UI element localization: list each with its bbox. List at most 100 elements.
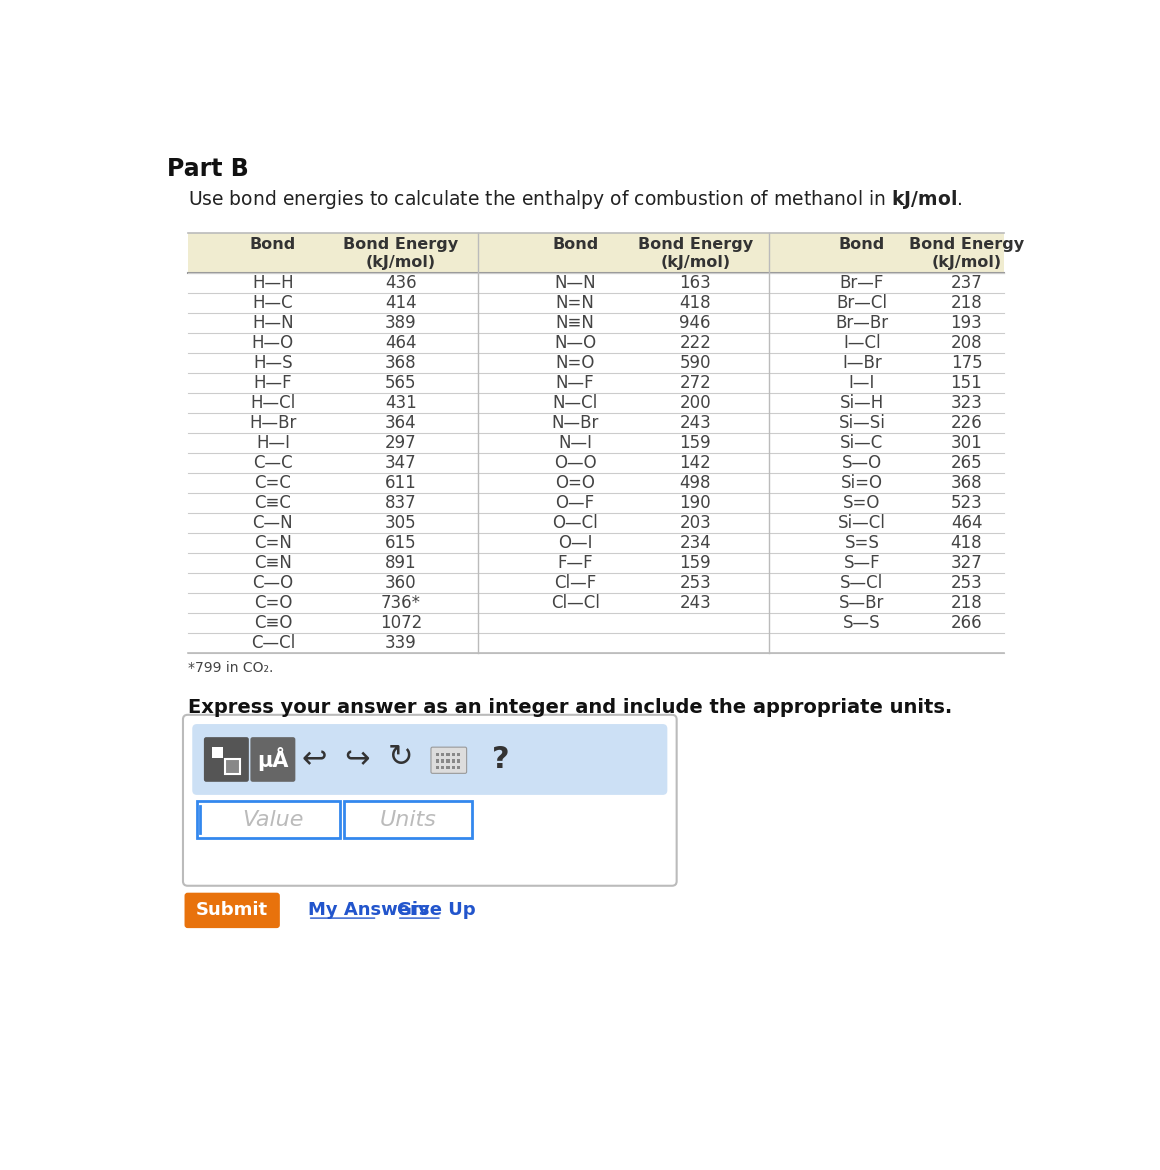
Text: S=S: S=S xyxy=(844,535,879,552)
Text: S—Cl: S—Cl xyxy=(840,574,884,592)
Text: I—Cl: I—Cl xyxy=(843,333,880,352)
Text: My Answers: My Answers xyxy=(307,901,429,920)
Text: C=N: C=N xyxy=(254,535,292,552)
Text: S—O: S—O xyxy=(842,454,882,472)
Text: 266: 266 xyxy=(951,614,983,632)
Text: O—F: O—F xyxy=(556,494,595,512)
Text: Br—Br: Br—Br xyxy=(835,314,889,332)
FancyBboxPatch shape xyxy=(188,312,1003,333)
Text: 200: 200 xyxy=(680,394,711,412)
Text: Bond Energy
(kJ/mol): Bond Energy (kJ/mol) xyxy=(343,238,458,270)
Text: 523: 523 xyxy=(951,494,983,512)
Text: 222: 222 xyxy=(680,333,711,352)
FancyBboxPatch shape xyxy=(188,373,1003,393)
Bar xyxy=(436,765,438,769)
Text: N—Br: N—Br xyxy=(551,414,599,432)
Text: S—S: S—S xyxy=(843,614,880,632)
Text: H—Br: H—Br xyxy=(249,414,297,432)
Text: 946: 946 xyxy=(680,314,711,332)
Bar xyxy=(457,765,461,769)
Text: F—F: F—F xyxy=(557,555,593,572)
Text: 414: 414 xyxy=(385,294,416,312)
Text: 208: 208 xyxy=(951,333,983,352)
Text: Cl—F: Cl—F xyxy=(554,574,596,592)
Bar xyxy=(447,759,450,763)
Text: Br—F: Br—F xyxy=(840,274,884,291)
Text: N≡N: N≡N xyxy=(556,314,595,332)
Text: ↪: ↪ xyxy=(345,745,370,775)
FancyBboxPatch shape xyxy=(184,893,280,928)
Text: 301: 301 xyxy=(951,434,983,452)
Text: Express your answer as an integer and include the appropriate units.: Express your answer as an integer and in… xyxy=(188,697,952,717)
FancyBboxPatch shape xyxy=(197,801,340,838)
Text: 305: 305 xyxy=(385,514,416,532)
Text: 151: 151 xyxy=(951,374,983,392)
Bar xyxy=(211,748,223,758)
FancyBboxPatch shape xyxy=(188,273,1003,292)
Text: 297: 297 xyxy=(385,434,416,452)
Text: 347: 347 xyxy=(385,454,416,472)
Bar xyxy=(452,753,455,756)
Text: ?: ? xyxy=(492,745,509,775)
Text: 464: 464 xyxy=(951,514,983,532)
Text: Bond: Bond xyxy=(249,238,296,253)
Text: ↻: ↻ xyxy=(387,743,413,772)
Text: Si—H: Si—H xyxy=(840,394,884,412)
FancyBboxPatch shape xyxy=(188,473,1003,493)
Text: C=O: C=O xyxy=(254,594,292,612)
Text: 611: 611 xyxy=(385,474,416,493)
Text: 218: 218 xyxy=(951,294,983,312)
Text: 218: 218 xyxy=(951,594,983,612)
FancyBboxPatch shape xyxy=(188,633,1003,653)
Text: Use bond energies to calculate the enthalpy of combustion of methanol in $\bf{kJ: Use bond energies to calculate the entha… xyxy=(188,188,962,211)
Text: Cl—Cl: Cl—Cl xyxy=(551,594,600,612)
Text: Bond Energy
(kJ/mol): Bond Energy (kJ/mol) xyxy=(638,238,753,270)
Text: H—N: H—N xyxy=(252,314,293,332)
Text: Si—Si: Si—Si xyxy=(839,414,885,432)
Text: 360: 360 xyxy=(385,574,416,592)
FancyBboxPatch shape xyxy=(183,715,676,886)
Text: C=C: C=C xyxy=(254,474,291,493)
FancyBboxPatch shape xyxy=(188,333,1003,353)
Text: Br—Cl: Br—Cl xyxy=(836,294,887,312)
Bar xyxy=(447,753,450,756)
Text: 327: 327 xyxy=(951,555,983,572)
Text: 193: 193 xyxy=(951,314,983,332)
Text: *799 in CO₂.: *799 in CO₂. xyxy=(188,661,273,675)
Text: 203: 203 xyxy=(680,514,711,532)
Text: C—N: C—N xyxy=(253,514,293,532)
Text: 190: 190 xyxy=(680,494,711,512)
FancyBboxPatch shape xyxy=(188,233,1003,273)
FancyBboxPatch shape xyxy=(251,737,296,782)
Text: N—O: N—O xyxy=(554,333,596,352)
Text: S=O: S=O xyxy=(843,494,880,512)
Text: I—Br: I—Br xyxy=(842,355,882,372)
FancyBboxPatch shape xyxy=(188,593,1003,613)
Text: 498: 498 xyxy=(680,474,711,493)
Text: H—C: H—C xyxy=(253,294,293,312)
Text: N—I: N—I xyxy=(558,434,592,452)
Text: 237: 237 xyxy=(951,274,983,291)
Text: 736*: 736* xyxy=(380,594,421,612)
Text: Value: Value xyxy=(242,810,304,830)
Text: 265: 265 xyxy=(951,454,983,472)
Text: O—Cl: O—Cl xyxy=(552,514,599,532)
Text: μÅ: μÅ xyxy=(258,748,289,771)
Text: 615: 615 xyxy=(385,535,416,552)
Text: O—I: O—I xyxy=(558,535,593,552)
Text: 159: 159 xyxy=(680,434,711,452)
FancyBboxPatch shape xyxy=(188,433,1003,453)
Text: 368: 368 xyxy=(385,355,416,372)
Bar xyxy=(225,758,240,775)
Text: 226: 226 xyxy=(951,414,983,432)
Text: 590: 590 xyxy=(680,355,711,372)
Text: C≡O: C≡O xyxy=(254,614,292,632)
Text: 565: 565 xyxy=(385,374,416,392)
FancyBboxPatch shape xyxy=(188,393,1003,413)
Text: S—Br: S—Br xyxy=(839,594,885,612)
Text: ↩: ↩ xyxy=(302,745,327,775)
Bar xyxy=(457,753,461,756)
FancyBboxPatch shape xyxy=(204,737,249,782)
FancyBboxPatch shape xyxy=(188,413,1003,433)
Bar xyxy=(436,759,438,763)
